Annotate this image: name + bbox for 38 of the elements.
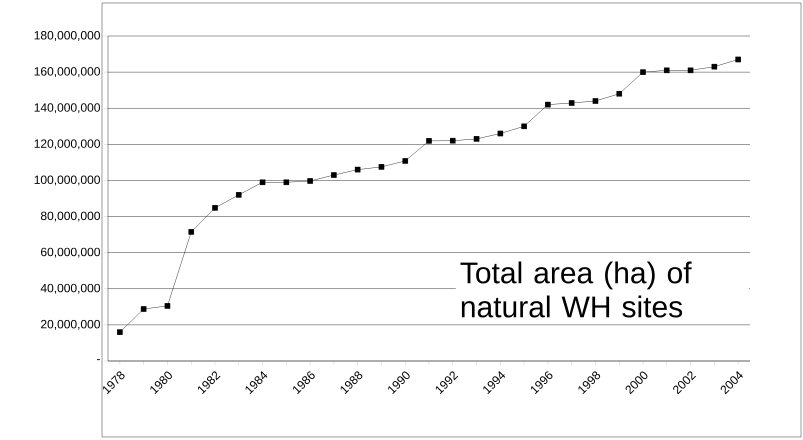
- point: [354, 166, 360, 172]
- y-tick-label: 20,000,000: [41, 320, 100, 330]
- y-tick-label: 180,000,000: [34, 31, 100, 41]
- point: [521, 123, 527, 130]
- point: [188, 229, 194, 235]
- y-tick-label: 160,000,000: [34, 67, 100, 78]
- y-tick-label: 60,000,000: [41, 248, 100, 258]
- point: [474, 136, 480, 142]
- point: [735, 56, 741, 62]
- point: [378, 164, 384, 170]
- point: [426, 138, 432, 144]
- point: [236, 192, 242, 198]
- point: [307, 178, 313, 184]
- y-tick-label: 40,000,000: [40, 284, 100, 294]
- y-tick-label: 80,000,000: [40, 212, 100, 222]
- point: [164, 303, 170, 309]
- point: [117, 329, 123, 335]
- y-tick-label: 120,000,000: [34, 139, 100, 150]
- point: [140, 306, 146, 312]
- y-tick-label: -: [97, 359, 100, 360]
- point: [284, 179, 290, 186]
- y-tick-label: 100,000,000: [34, 175, 100, 186]
- point: [402, 158, 408, 164]
- point: [450, 138, 456, 144]
- point: [592, 98, 598, 104]
- annotation: Total area (ha) of natural WH sites: [460, 261, 692, 318]
- point: [212, 205, 218, 211]
- point: [545, 102, 551, 108]
- point: [664, 68, 670, 74]
- point: [260, 179, 266, 186]
- point: [688, 68, 694, 74]
- point: [568, 100, 574, 106]
- point: [331, 172, 337, 178]
- point: [640, 69, 646, 75]
- point: [498, 130, 504, 136]
- point: [712, 64, 718, 70]
- y-tick-label: 140,000,000: [34, 103, 100, 114]
- point: [616, 90, 622, 97]
